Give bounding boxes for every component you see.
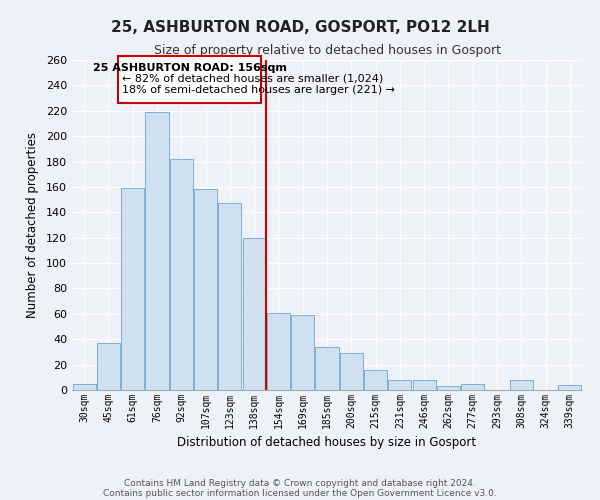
FancyBboxPatch shape bbox=[118, 56, 262, 103]
Bar bbox=[437, 386, 460, 390]
Bar bbox=[267, 312, 290, 390]
Text: Contains HM Land Registry data © Crown copyright and database right 2024.: Contains HM Land Registry data © Crown c… bbox=[124, 478, 476, 488]
Bar bbox=[218, 204, 241, 390]
Text: 18% of semi-detached houses are larger (221) →: 18% of semi-detached houses are larger (… bbox=[122, 86, 395, 96]
Bar bbox=[559, 385, 581, 390]
Bar bbox=[291, 315, 314, 390]
Text: 25, ASHBURTON ROAD, GOSPORT, PO12 2LH: 25, ASHBURTON ROAD, GOSPORT, PO12 2LH bbox=[110, 20, 490, 35]
Bar bbox=[413, 380, 436, 390]
Bar bbox=[145, 112, 169, 390]
Bar bbox=[461, 384, 484, 390]
Bar bbox=[170, 159, 193, 390]
Text: ← 82% of detached houses are smaller (1,024): ← 82% of detached houses are smaller (1,… bbox=[122, 74, 383, 84]
Bar bbox=[73, 384, 95, 390]
Bar bbox=[194, 190, 217, 390]
Bar bbox=[388, 380, 412, 390]
Bar bbox=[340, 353, 363, 390]
Title: Size of property relative to detached houses in Gosport: Size of property relative to detached ho… bbox=[154, 44, 500, 58]
Y-axis label: Number of detached properties: Number of detached properties bbox=[26, 132, 39, 318]
Bar bbox=[510, 380, 533, 390]
Text: 25 ASHBURTON ROAD: 156sqm: 25 ASHBURTON ROAD: 156sqm bbox=[93, 62, 287, 72]
Bar bbox=[121, 188, 144, 390]
Bar bbox=[316, 347, 338, 390]
Bar bbox=[97, 343, 120, 390]
Bar bbox=[364, 370, 387, 390]
Text: Contains public sector information licensed under the Open Government Licence v3: Contains public sector information licen… bbox=[103, 488, 497, 498]
Bar bbox=[242, 238, 266, 390]
X-axis label: Distribution of detached houses by size in Gosport: Distribution of detached houses by size … bbox=[178, 436, 476, 450]
